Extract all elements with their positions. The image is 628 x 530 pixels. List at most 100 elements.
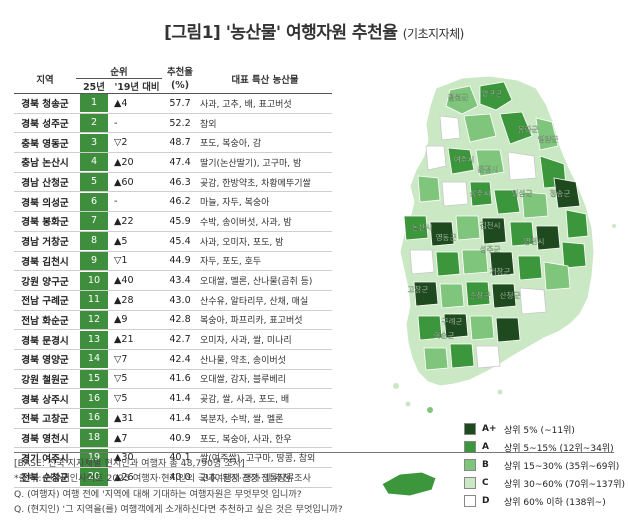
cell-rank: 2 xyxy=(76,113,112,134)
cell-rate: 45.4 xyxy=(162,231,198,252)
cell-region: 경북 영천시 xyxy=(14,428,76,449)
cell-rank: 5 xyxy=(76,172,112,193)
map-label: 화순군 xyxy=(434,331,455,340)
legend-code: A xyxy=(482,442,489,452)
cell-products: 산나물, 약초, 송이버섯 xyxy=(198,349,332,370)
cell-change: ▲9 xyxy=(112,310,162,331)
figure-title: [그림1] '농산물' 여행자원 추천율 (기초지자체) xyxy=(0,18,628,43)
cell-rate: 47.4 xyxy=(162,152,198,173)
rank-badge: 13 xyxy=(80,330,108,349)
col-header-rank: 순위 xyxy=(76,64,162,79)
cell-change: ▲5 xyxy=(112,231,162,252)
legend-code: C xyxy=(482,478,489,488)
cell-products: 사과, 오미자, 포도, 밤 xyxy=(198,231,332,252)
map-legend: A+ 상위 5% (~11위) A 상위 5~15% (12위~34위) B 상위 15~… xyxy=(464,420,625,510)
cell-products: 수박, 송이버섯, 사과, 밤 xyxy=(198,211,332,232)
legend-swatch xyxy=(464,495,476,507)
map-label: 영천시 xyxy=(524,236,545,246)
rank-badge: 9 xyxy=(80,251,108,270)
cell-region: 강원 철원군 xyxy=(14,369,76,390)
legend-label: 상위 5~15% (12위~34위) xyxy=(504,443,614,454)
rank-badge: 3 xyxy=(80,133,108,152)
cell-change: ▽2 xyxy=(112,132,162,154)
cell-rank: 4 xyxy=(76,152,112,173)
map-label: 철원군 xyxy=(448,92,469,102)
cell-products: 곶감, 쌀, 사과, 포도, 배 xyxy=(198,388,332,409)
cell-region: 강원 양구군 xyxy=(14,270,76,291)
title-subtitle: (기초지자체) xyxy=(402,27,465,41)
cell-rank: 15 xyxy=(76,369,112,390)
table-row: 경북 의성군 6-46.2 마늘, 자두, 복숭아 xyxy=(14,191,332,213)
note-base: [BASE: 전국 지자체별 현지인과 여행자 총 48,790명 조사] xyxy=(14,458,245,469)
map-label: 성주군 xyxy=(480,245,501,254)
cell-change: ▲60 xyxy=(112,172,162,193)
rank-badge: 6 xyxy=(80,192,108,211)
map-label: 순창군 xyxy=(470,291,491,300)
rank-badge: 8 xyxy=(80,232,108,251)
cell-change: ▲22 xyxy=(112,211,162,232)
rank-badge: 20 xyxy=(80,468,108,487)
cell-rate: 41.4 xyxy=(162,388,198,409)
legend-code: A+ xyxy=(482,424,497,434)
col-header-products: 대표 특산 농산물 xyxy=(198,64,332,94)
cell-region: 경북 영양군 xyxy=(14,349,76,370)
table-row: 경남 거창군 8 ▲5 45.4 사과, 오미자, 포도, 밤 xyxy=(14,231,332,252)
cell-rank: 16 xyxy=(76,388,112,409)
map-label: 영양군 xyxy=(538,134,559,144)
table-row: 충북 영동군 3 ▽2 48.7 포도, 복숭아, 감 xyxy=(14,132,332,154)
table-row: 경북 청송군 1 ▲4 57.7 사과, 고추, 배, 표고버섯 xyxy=(14,93,332,114)
rank-badge: 18 xyxy=(80,429,108,448)
cell-rank: 6 xyxy=(76,191,112,213)
cell-products: 포도, 복숭아, 사과, 한우 xyxy=(198,428,332,449)
rank-badge: 5 xyxy=(80,173,108,192)
map-label: 논산시 xyxy=(412,222,433,232)
cell-region: 전북 고창군 xyxy=(14,408,76,429)
table-row: 전북 고창군 16 ▲31 41.4 복분자, 수박, 쌀, 멜론 xyxy=(14,408,332,429)
cell-rate: 42.7 xyxy=(162,329,198,350)
cell-rate: 40.0 xyxy=(162,467,198,488)
cell-rate: 46.2 xyxy=(162,191,198,213)
map-label: 영동군 xyxy=(436,232,457,242)
cell-products: 사과, 고추, 배, 표고버섯 xyxy=(198,93,332,114)
legend-item: A+ 상위 5% (~11위) xyxy=(464,420,625,438)
cell-products: 오미자, 사과, 쌀, 미나리 xyxy=(198,329,332,350)
legend-item: B 상위 15~30% (35위~69위) xyxy=(464,456,625,474)
cell-region: 충남 논산시 xyxy=(14,152,76,173)
table-row: 경북 상주시 16 ▽5 41.4 곶감, 쌀, 사과, 포도, 배 xyxy=(14,388,332,409)
table-row: 경북 영천시 18 ▲7 40.9 포도, 복숭아, 사과, 한우 xyxy=(14,428,332,449)
legend-label: 상위 5% (~11위) xyxy=(504,425,575,436)
map-label: 고창군 xyxy=(408,285,429,294)
cell-rate: 44.9 xyxy=(162,251,198,272)
col-header-rate: 추천율 xyxy=(167,67,193,79)
cell-products: 오대쌀, 멜론, 산나물(곰취 등) xyxy=(198,270,332,291)
map-label: 산청군 xyxy=(500,290,521,300)
rank-badge: 16 xyxy=(80,389,108,408)
table-row: 경북 영양군 14 ▽7 42.4 산나물, 약초, 송이버섯 xyxy=(14,349,332,370)
legend-item: D 상위 60% 이하 (138위~) xyxy=(464,492,625,510)
cell-rate: 52.2 xyxy=(162,113,198,134)
cell-region: 경남 산청군 xyxy=(14,172,76,193)
rank-badge: 7 xyxy=(80,212,108,231)
cell-products: 참외 xyxy=(198,113,332,134)
table-row: 경북 봉화군 7 ▲22 45.9 수박, 송이버섯, 사과, 밤 xyxy=(14,211,332,232)
cell-region: 충북 영동군 xyxy=(14,132,76,154)
legend-label: 상위 60% 이하 (138위~) xyxy=(504,497,606,508)
rank-badge: 15 xyxy=(80,369,108,388)
cell-rank: 11 xyxy=(76,290,112,311)
rank-badge: 16 xyxy=(80,409,108,428)
cell-rank: 14 xyxy=(76,349,112,370)
jeju-shape xyxy=(381,471,437,497)
col-header-rate-unit: (%) xyxy=(162,78,198,94)
cell-change: ▲7 xyxy=(112,428,162,449)
cell-change: ▲26 xyxy=(112,467,162,488)
cell-region: 경남 거창군 xyxy=(14,231,76,252)
cell-change: - xyxy=(112,191,162,213)
table-row: 강원 양구군 10 ▲40 43.4 오대쌀, 멜론, 산나물(곰취 등) xyxy=(14,270,332,291)
cell-rate: 41.4 xyxy=(162,408,198,429)
rank-badge: 14 xyxy=(80,350,108,369)
note-question-resident: Q. (현지인) '그 지역을(를) 여행객에게 소개하신다면 추천하고 싶은 … xyxy=(14,504,343,516)
ulleungdo-shape xyxy=(612,224,616,228)
cell-rate: 40.9 xyxy=(162,428,198,449)
cell-products: 복분자, 수박, 쌀, 멜론 xyxy=(198,408,332,429)
